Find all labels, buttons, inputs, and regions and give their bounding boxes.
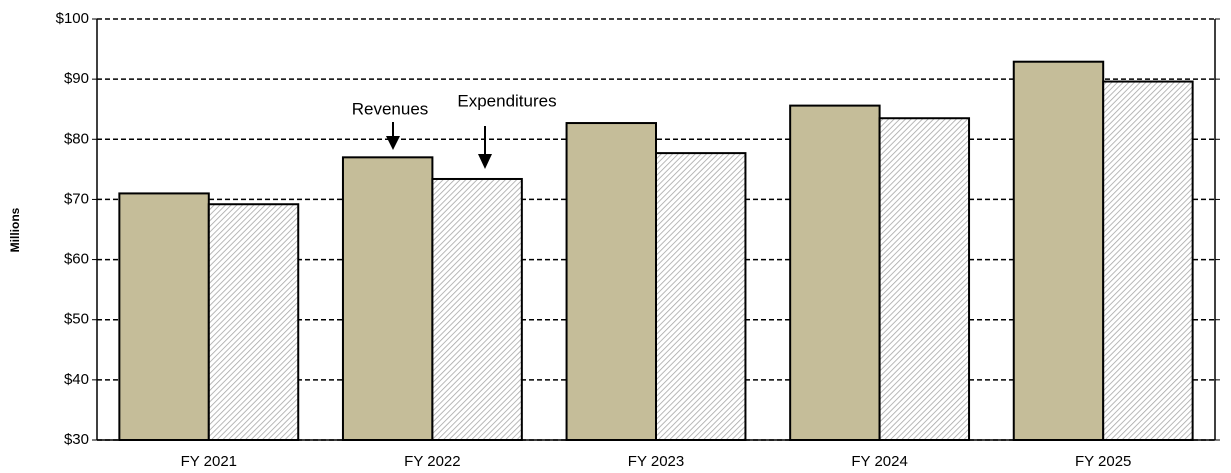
arrow-head [386,136,400,150]
y-tick-label: $90 [64,70,89,87]
y-tick-label: $30 [64,431,89,448]
x-tick-label: FY 2025 [1075,453,1131,470]
bar [118,192,210,441]
bar [878,117,971,441]
y-tick-label: $60 [64,251,89,268]
x-tick-label: FY 2021 [181,453,237,470]
bar [207,203,300,441]
bar [655,152,747,442]
y-tick-label: $70 [64,190,89,207]
y-tick-label: $40 [64,371,89,388]
y-tick-label: $80 [64,130,89,147]
annotation: Revenues [352,99,429,118]
y-tick-label: $50 [64,311,89,328]
arrow-head [478,154,492,169]
bar [1102,80,1194,441]
x-tick-label: FY 2022 [404,453,460,470]
x-tick-label: FY 2023 [628,453,684,470]
annotation: Expenditures [457,91,556,110]
bar [341,156,434,441]
bar [789,104,881,441]
bar [1012,60,1105,442]
x-tick-label: FY 2024 [851,453,907,470]
y-axis-label: Millions [8,207,22,252]
bar [565,122,657,441]
y-tick-label: $100 [56,10,89,27]
annotations: Revenues Expenditures [352,91,557,169]
bar [431,177,523,441]
